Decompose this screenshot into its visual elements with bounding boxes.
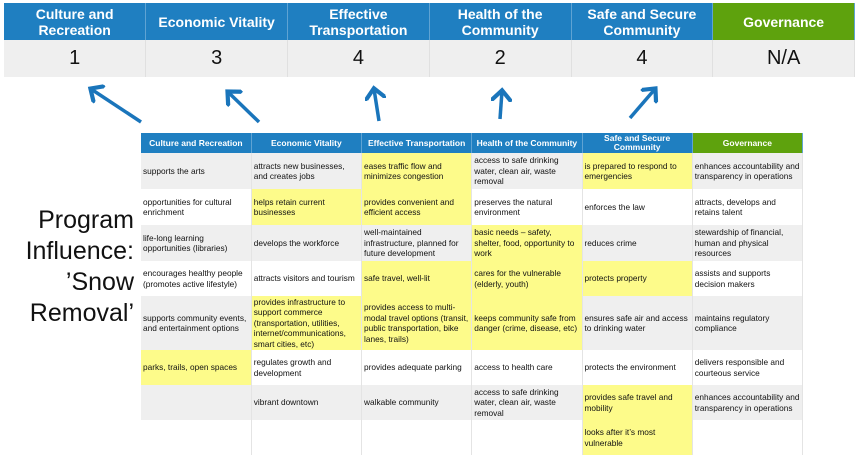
grid-row: supports community events, and entertain…	[141, 296, 804, 350]
grid-row: supports the arts attracts new businesses…	[141, 153, 804, 189]
grid-cell-highlighted: provides infrastructure to support comme…	[251, 296, 363, 350]
grid-header-row: Culture and Recreation Economic Vitality E…	[141, 133, 804, 153]
grid-row: encourages healthy people (promotes acti…	[141, 261, 804, 296]
rating-header-governance: Governance	[712, 3, 855, 40]
grid-header-cell: Health of the Community	[471, 133, 583, 153]
grid-cell: provides adequate parking	[361, 350, 473, 385]
rating-value-culture: 1	[4, 40, 147, 77]
grid-cell: walkable community	[361, 385, 473, 420]
grid-cell-highlighted: protects property	[582, 261, 693, 296]
grid-cell	[471, 420, 583, 455]
grid-cell: assists and supports decision makers	[692, 261, 804, 296]
grid-cell: access to health care	[471, 350, 583, 385]
arrow-icon	[91, 89, 142, 124]
grid-cell: protects the environment	[582, 350, 693, 385]
grid-cell: enhances accountability and transparency…	[692, 153, 804, 189]
rating-value-governance: N/A	[712, 40, 855, 77]
grid-cell: well-maintained infrastructure, planned …	[361, 225, 473, 261]
grid-cell-highlighted: provides safe travel and mobility	[582, 385, 693, 420]
grid-header-cell: Governance	[692, 133, 804, 153]
grid-row: life-long learning opportunities (librar…	[141, 225, 804, 261]
grid-cell-highlighted: keeps community safe from danger (crime,…	[471, 296, 583, 350]
grid-cell: attracts visitors and tourism	[251, 261, 363, 296]
arrow-icon	[628, 89, 655, 120]
grid-cell-highlighted: helps retain current businesses	[251, 189, 363, 225]
grid-cell: attracts, develops and retains talent	[692, 189, 804, 225]
grid-cell: regulates growth and development	[251, 350, 363, 385]
rating-value-row: 1 3 4 2 4 N/A	[4, 40, 855, 77]
grid-cell: enforces the law	[582, 189, 693, 225]
grid-cell-highlighted: safe travel, well-lit	[361, 261, 473, 296]
rating-value-health: 2	[429, 40, 572, 77]
rating-header-transportation: Effective Transportation	[287, 3, 430, 40]
grid-cell: delivers responsible and courteous servi…	[692, 350, 804, 385]
grid-cell: encourages healthy people (promotes acti…	[141, 261, 252, 296]
grid-cell	[141, 385, 252, 420]
grid-cell: ensures safe air and access to drinking …	[582, 296, 693, 350]
grid-row: looks after it’s most vulnerable	[141, 420, 804, 455]
grid-cell: life-long learning opportunities (librar…	[141, 225, 252, 261]
rating-value-transportation: 4	[287, 40, 430, 77]
grid-cell: access to safe drinking water, clean air…	[471, 385, 583, 420]
rating-header-safe: Safe and Secure Community	[571, 3, 714, 40]
objectives-grid: Culture and Recreation Economic Vitality E…	[141, 133, 804, 455]
grid-cell-highlighted: basic needs – safety, shelter, food, opp…	[471, 225, 583, 261]
grid-cell-highlighted: looks after it’s most vulnerable	[582, 420, 693, 455]
grid-cell: preserves the natural environment	[471, 189, 583, 225]
grid-cell: maintains regulatory compliance	[692, 296, 804, 350]
grid-cell-highlighted: provides convenient and efficient access	[361, 189, 473, 225]
grid-cell	[141, 420, 252, 455]
grid-cell: stewardship of financial, human and phys…	[692, 225, 804, 261]
grid-row: vibrant downtown walkable community access…	[141, 385, 804, 420]
grid-cell-highlighted: provides access to multi-modal travel op…	[361, 296, 473, 350]
grid-cell: supports community events, and entertain…	[141, 296, 252, 350]
grid-cell-highlighted: is prepared to respond to emergencies	[582, 153, 693, 189]
grid-cell	[251, 420, 363, 455]
arrow-icon	[500, 91, 502, 120]
program-influence-label: Program Influence: ’Snow Removal’	[25, 206, 134, 327]
rating-value-safe: 4	[571, 40, 714, 77]
grid-cell: vibrant downtown	[251, 385, 363, 420]
grid-cell: develops the workforce	[251, 225, 363, 261]
grid-cell	[692, 420, 804, 455]
arrow-icon	[374, 89, 379, 122]
rating-header-economic: Economic Vitality	[145, 3, 288, 40]
grid-header-cell: Culture and Recreation	[141, 133, 252, 153]
grid-cell-highlighted: eases traffic flow and minimizes congest…	[361, 153, 473, 189]
grid-cell: enhances accountability and transparency…	[692, 385, 804, 420]
grid-cell: opportunities for cultural enrichment	[141, 189, 252, 225]
rating-header-health: Health of the Community	[429, 3, 572, 40]
grid-cell: attracts new businesses, and creates job…	[251, 153, 363, 189]
rating-value-economic: 3	[145, 40, 288, 77]
grid-row: parks, trails, open spaces regulates grow…	[141, 350, 804, 385]
arrow-icon	[228, 92, 261, 124]
grid-header-cell: Effective Transportation	[361, 133, 473, 153]
rating-summary-table: Culture and Recreation Economic Vitality…	[4, 3, 855, 77]
grid-header-cell: Safe and Secure Community	[582, 133, 693, 153]
grid-cell: access to safe drinking water, clean air…	[471, 153, 583, 189]
grid-cell	[361, 420, 473, 455]
grid-cell: supports the arts	[141, 153, 252, 189]
grid-cell: reduces crime	[582, 225, 693, 261]
rating-header-culture: Culture and Recreation	[4, 3, 147, 40]
grid-cell-highlighted: parks, trails, open spaces	[141, 350, 252, 385]
grid-cell-highlighted: cares for the vulnerable (elderly, youth…	[471, 261, 583, 296]
grid-header-cell: Economic Vitality	[251, 133, 363, 153]
rating-header-row: Culture and Recreation Economic Vitality…	[4, 3, 855, 40]
grid-row: opportunities for cultural enrichment hel…	[141, 189, 804, 225]
